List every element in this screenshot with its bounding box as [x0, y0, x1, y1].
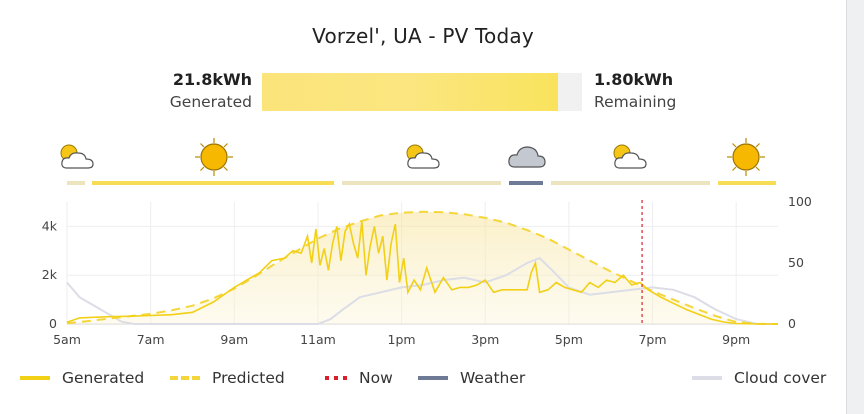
generated-line: [66, 221, 778, 325]
partly-cloudy-icon: [60, 144, 94, 169]
legend-generated[interactable]: Generated: [20, 367, 144, 389]
cloud-cover-swatch-icon: [692, 376, 722, 380]
y-right-tick-label: 0: [788, 316, 796, 331]
weather-segment: [718, 181, 776, 185]
predicted-area: [67, 211, 778, 324]
x-tick-label: 5pm: [555, 332, 583, 347]
x-tick-label: 1pm: [388, 332, 416, 347]
y-left-tick-label: 0: [49, 316, 57, 331]
legend-cloud-cover[interactable]: Cloud cover: [692, 367, 826, 389]
x-tick-label: 5am: [53, 332, 81, 347]
weather-segment: [92, 181, 334, 185]
legend-weather[interactable]: Weather: [418, 367, 525, 389]
partly-cloudy-icon: [613, 144, 647, 169]
legend-now[interactable]: Now: [325, 367, 393, 389]
legend-weather-label: Weather: [460, 369, 526, 387]
x-tick-label: 7pm: [638, 332, 666, 347]
remaining-stat: 1.80kWh Remaining: [594, 70, 714, 111]
predicted-swatch-icon: [170, 376, 200, 380]
generated-stat: 21.8kWh Generated: [160, 70, 252, 111]
x-tick-label: 7am: [137, 332, 165, 347]
y-right-tick-label: 50: [788, 255, 804, 270]
weather-timeline: [67, 181, 776, 185]
weather-segment: [509, 181, 543, 185]
partly-cloudy-icon: [406, 144, 440, 169]
y-left-tick-label: 4k: [42, 218, 58, 233]
x-tick-label: 11am: [300, 332, 336, 347]
weather-segment: [551, 181, 710, 185]
weather-segment: [342, 181, 501, 185]
generated-value: 21.8kWh: [172, 70, 252, 89]
legend-predicted-label: Predicted: [212, 369, 285, 387]
legend-predicted[interactable]: Predicted: [170, 367, 285, 389]
generated-swatch-icon: [20, 376, 50, 380]
cloud-icon: [508, 146, 546, 168]
y-left-tick-label: 2k: [42, 267, 58, 282]
predicted-line: [66, 210, 779, 325]
y-right-tick-label: 100: [788, 194, 812, 209]
weather-segment: [67, 181, 85, 185]
weather-swatch-icon: [418, 376, 448, 380]
x-tick-label: 9pm: [722, 332, 750, 347]
energy-progress-bar: [262, 73, 582, 111]
now-swatch-icon: [325, 376, 347, 380]
energy-progress-fill: [262, 73, 558, 111]
sun-icon: [727, 138, 765, 176]
legend-cloud-cover-label: Cloud cover: [734, 369, 827, 387]
legend-generated-label: Generated: [62, 369, 145, 387]
card-title: Vorzel', UA - PV Today: [312, 24, 534, 48]
remaining-value: 1.80kWh: [594, 70, 674, 89]
x-tick-label: 3pm: [471, 332, 499, 347]
remaining-label: Remaining: [594, 93, 677, 111]
generated-label: Generated: [169, 93, 252, 111]
pv-chart: 5am 7am 9am 11am 1pm 3pm 5pm 7pm 9pm 0 2k 4k 0 50 100: [42, 194, 812, 347]
axis-ticks: 5am 7am 9am 11am 1pm 3pm 5pm 7pm 9pm 0 2k 4k 0 50 100: [42, 194, 812, 347]
sun-icon: [195, 138, 233, 176]
legend-now-label: Now: [359, 369, 393, 387]
x-tick-label: 9am: [220, 332, 248, 347]
cloud-cover-line: [66, 256, 778, 325]
